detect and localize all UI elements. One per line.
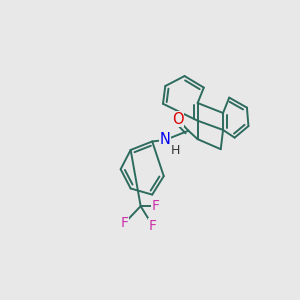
Text: F: F xyxy=(151,199,159,213)
Text: F: F xyxy=(121,216,128,230)
Text: H: H xyxy=(171,144,180,157)
Text: F: F xyxy=(149,219,157,233)
Text: O: O xyxy=(172,112,183,127)
Text: N: N xyxy=(160,133,171,148)
